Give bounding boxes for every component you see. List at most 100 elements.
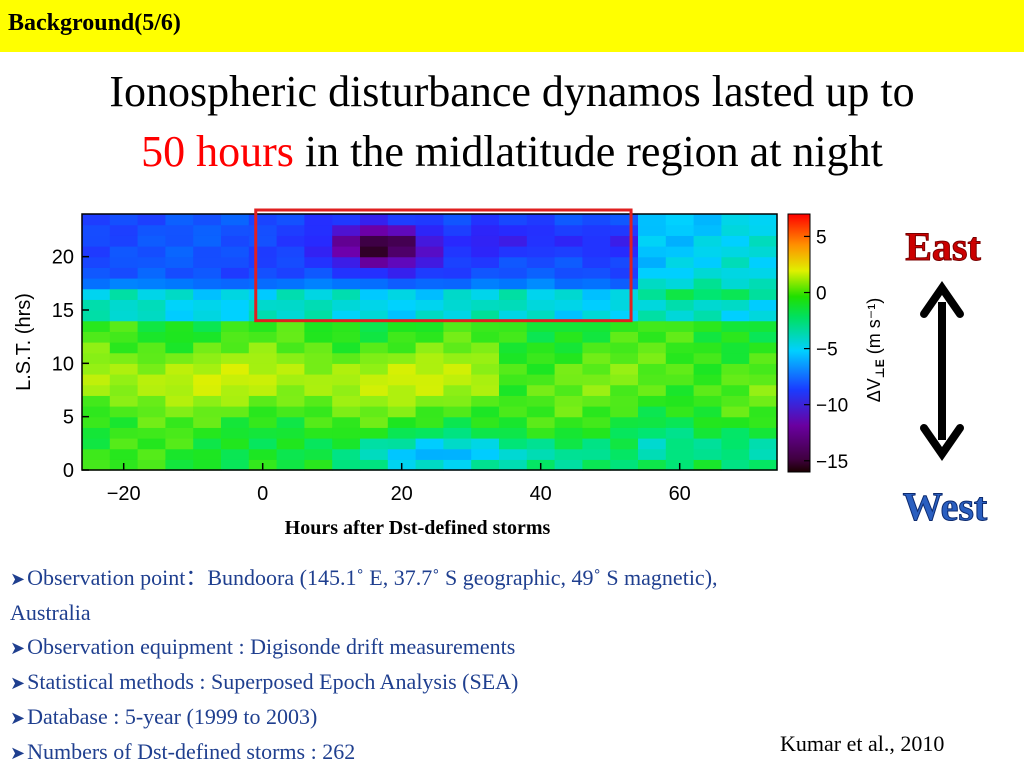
slide-section-title: Background(5/6) <box>8 10 181 36</box>
heatmap-cell <box>137 256 166 268</box>
heatmap-cell <box>526 374 556 386</box>
heatmap-cell <box>82 235 111 247</box>
heatmap-cell <box>721 310 750 322</box>
heatmap-cell <box>137 331 166 343</box>
heatmap-cell <box>304 299 333 311</box>
heatmap-cell <box>304 427 333 439</box>
heatmap-cell <box>665 438 695 450</box>
heatmap-cell <box>82 384 111 396</box>
heatmap-cell <box>499 331 528 343</box>
heatmap-cell <box>221 310 250 322</box>
heatmap-cell <box>499 352 528 364</box>
heatmap-cell <box>554 246 583 258</box>
citation: Kumar et al., 2010 <box>780 731 945 756</box>
heatmap-cell <box>276 374 305 386</box>
heatmap-cell <box>610 267 639 279</box>
heatmap-cell <box>749 416 778 428</box>
heatmap-cell <box>665 395 695 407</box>
heatmap-cell <box>526 320 556 332</box>
heatmap-cell <box>82 331 111 343</box>
figure: −20 0 20 40 60 0 5 10 15 20 L.S.T. (hrs) Hours af… <box>0 190 1024 550</box>
heatmap-cell <box>360 235 389 247</box>
heatmap-cell <box>276 384 305 396</box>
heatmap-cell <box>221 342 250 354</box>
heatmap-cell <box>721 459 750 471</box>
heatmap-cell <box>109 416 139 428</box>
heatmap-cell <box>526 448 556 460</box>
heatmap-cell <box>193 374 222 386</box>
heatmap-cell <box>360 320 389 332</box>
heatmap-cell <box>638 363 667 375</box>
heatmap-cell <box>415 246 444 258</box>
heatmap-cell <box>137 352 166 364</box>
heatmap-cell <box>248 267 278 279</box>
heatmap-cell <box>638 438 667 450</box>
heatmap-cell <box>554 459 583 471</box>
heatmap-cell <box>443 256 472 268</box>
heatmap-cell <box>665 384 695 396</box>
heatmap-cell <box>526 246 556 258</box>
heatmap-cell <box>582 438 611 450</box>
heatmap-cell <box>554 235 583 247</box>
heatmap-cell <box>193 342 222 354</box>
heatmap-cell <box>665 246 695 258</box>
heatmap-cell <box>638 299 667 311</box>
heatmap-cell <box>109 427 139 439</box>
heatmap-cell <box>721 438 750 450</box>
heatmap-cell <box>665 448 695 460</box>
heatmap-cell <box>415 384 444 396</box>
heatmap-cell <box>582 416 611 428</box>
heatmap-cell <box>582 288 611 300</box>
heatmap-cell <box>165 438 194 450</box>
heatmap-cell <box>332 384 361 396</box>
heatmap-cell <box>582 363 611 375</box>
heatmap-cell <box>749 288 778 300</box>
heatmap-cell <box>526 256 556 268</box>
heatmap-cell <box>165 288 194 300</box>
heatmap-cell <box>526 395 556 407</box>
heatmap-cell <box>165 374 194 386</box>
heatmap-cell <box>721 374 750 386</box>
heatmap-cell <box>137 384 166 396</box>
heatmap-cell <box>360 363 389 375</box>
heatmap-cell <box>610 384 639 396</box>
heatmap-cell <box>471 363 500 375</box>
heatmap-cell <box>693 342 722 354</box>
heatmap-cell <box>721 256 750 268</box>
heatmap-cell <box>693 214 722 226</box>
heatmap-cell <box>304 278 333 290</box>
heatmap-cell <box>221 384 250 396</box>
heatmap-cell <box>193 214 222 226</box>
heatmap-cell <box>137 342 166 354</box>
heatmap-cell <box>526 331 556 343</box>
colorbar-tick-label: −5 <box>816 340 838 361</box>
heatmap-cell <box>554 416 583 428</box>
heatmap-cell <box>109 448 139 460</box>
heatmap-cell <box>360 278 389 290</box>
heatmap-cell <box>137 438 166 450</box>
heatmap-cell <box>193 448 222 460</box>
heatmap-cell <box>749 363 778 375</box>
heatmap-cell <box>360 267 389 279</box>
heatmap-cell <box>109 363 139 375</box>
heatmap-cell <box>165 331 194 343</box>
heatmap-cell <box>554 395 583 407</box>
highlight-box <box>254 208 633 323</box>
heatmap-cell <box>610 256 639 268</box>
heatmap-cell <box>721 352 750 364</box>
heatmap-cell <box>415 374 444 386</box>
heatmap-cell <box>332 416 361 428</box>
heatmap-cell <box>193 299 222 311</box>
heatmap-cell <box>610 416 639 428</box>
y-tick-label: 10 <box>52 353 74 375</box>
y-tick-label: 5 <box>63 407 74 429</box>
heatmap-cell <box>665 235 695 247</box>
heatmap-cell <box>610 214 639 226</box>
heatmap-cell <box>360 288 389 300</box>
heatmap-cell <box>193 288 222 300</box>
heatmap-cell <box>137 278 166 290</box>
heatmap-cell <box>193 310 222 322</box>
heatmap-cell <box>638 331 667 343</box>
heatmap-cell <box>610 246 639 258</box>
heatmap-cell <box>137 288 166 300</box>
